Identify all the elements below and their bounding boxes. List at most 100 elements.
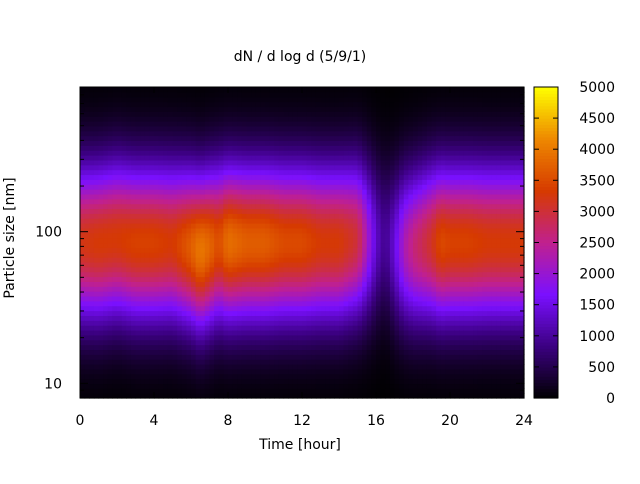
heatmap-cell — [329, 349, 335, 355]
heatmap-cell — [80, 223, 86, 229]
heatmap-cell — [389, 208, 396, 214]
heatmap-cell — [232, 359, 238, 365]
heatmap-cell — [325, 300, 331, 307]
heatmap-cell — [191, 91, 197, 98]
heatmap-cell — [98, 121, 104, 127]
heatmap-cell — [399, 208, 405, 214]
heatmap-cell — [436, 174, 442, 180]
heatmap-cell — [436, 150, 442, 156]
heatmap-cell — [209, 363, 215, 370]
heatmap-cell — [255, 359, 261, 365]
heatmap-cell — [154, 96, 160, 103]
heatmap-cell — [186, 91, 192, 98]
heatmap-cell — [200, 368, 206, 375]
heatmap-cell — [130, 329, 137, 336]
heatmap-cell — [228, 310, 234, 316]
heatmap-cell — [260, 295, 266, 302]
heatmap-cell — [149, 349, 155, 355]
heatmap-cell — [112, 329, 118, 336]
heatmap-cell — [362, 359, 368, 365]
heatmap-cell — [357, 189, 363, 195]
heatmap-cell — [380, 281, 386, 287]
heatmap-cell — [283, 315, 289, 321]
heatmap-cell — [218, 218, 224, 224]
heatmap-cell — [204, 388, 211, 394]
heatmap-cell — [149, 368, 155, 375]
heatmap-cell — [251, 164, 257, 171]
heatmap-cell — [311, 155, 317, 161]
heatmap-cell — [320, 349, 326, 355]
heatmap-cell — [167, 184, 174, 190]
heatmap-cell — [274, 87, 280, 93]
heatmap-cell — [302, 329, 308, 336]
heatmap-cell — [246, 359, 252, 365]
heatmap-cell — [315, 155, 322, 161]
heatmap-cell — [413, 203, 419, 210]
heatmap-cell — [158, 300, 164, 307]
heatmap-cell — [320, 261, 326, 268]
heatmap-cell — [186, 261, 192, 268]
heatmap-cell — [191, 276, 197, 282]
heatmap-cell — [399, 232, 405, 239]
heatmap-cell — [348, 281, 354, 287]
heatmap-cell — [126, 339, 132, 346]
heatmap-cell — [376, 339, 382, 346]
heatmap-cell — [200, 179, 206, 185]
heatmap-cell — [144, 189, 150, 195]
heatmap-cell — [126, 179, 132, 185]
heatmap-cell — [121, 125, 127, 132]
heatmap-cell — [191, 305, 197, 312]
heatmap-cell — [126, 266, 132, 273]
heatmap-cell — [413, 116, 419, 122]
heatmap-cell — [209, 276, 215, 282]
heatmap-cell — [135, 261, 141, 268]
heatmap-cell — [339, 329, 345, 336]
heatmap-cell — [223, 198, 229, 205]
heatmap-cell — [283, 281, 289, 287]
heatmap-cell — [288, 198, 294, 205]
heatmap-cell — [371, 378, 377, 385]
heatmap-cell — [80, 96, 86, 103]
heatmap-cell — [195, 91, 201, 98]
heatmap-cell — [232, 257, 238, 263]
heatmap-cell — [177, 213, 183, 219]
heatmap-cell — [403, 349, 409, 355]
heatmap-cell — [389, 203, 396, 210]
heatmap-cell — [149, 213, 155, 219]
heatmap-cell — [371, 174, 377, 180]
heatmap-cell — [251, 198, 257, 205]
heatmap-cell — [228, 218, 234, 224]
heatmap-cell — [283, 174, 289, 180]
heatmap-cell — [177, 208, 183, 214]
heatmap-cell — [376, 281, 382, 287]
heatmap-cell — [288, 354, 294, 360]
heatmap-cell — [135, 169, 141, 176]
heatmap-cell — [89, 393, 95, 399]
heatmap-cell — [274, 373, 280, 380]
heatmap-cell — [93, 252, 100, 258]
heatmap-cell — [149, 91, 155, 98]
heatmap-cell — [357, 334, 363, 341]
heatmap-cell — [186, 174, 192, 180]
heatmap-cell — [357, 91, 363, 98]
heatmap-cell — [348, 125, 354, 132]
heatmap-cell — [98, 111, 104, 117]
heatmap-cell — [218, 305, 224, 312]
heatmap-cell — [126, 373, 132, 380]
heatmap-cell — [103, 184, 109, 190]
heatmap-cell — [283, 140, 289, 146]
heatmap-cell — [436, 291, 442, 297]
heatmap-cell — [274, 213, 280, 219]
heatmap-cell — [380, 363, 386, 370]
heatmap-cell — [107, 373, 113, 380]
heatmap-cell — [121, 368, 127, 375]
heatmap-cell — [376, 218, 382, 224]
heatmap-cell — [399, 325, 405, 331]
heatmap-cell — [431, 305, 437, 312]
heatmap-cell — [371, 359, 377, 365]
heatmap-cell — [343, 203, 349, 210]
heatmap-cell — [422, 91, 428, 98]
heatmap-cell — [93, 291, 100, 297]
heatmap-cell — [408, 184, 414, 190]
heatmap-cell — [431, 184, 437, 190]
